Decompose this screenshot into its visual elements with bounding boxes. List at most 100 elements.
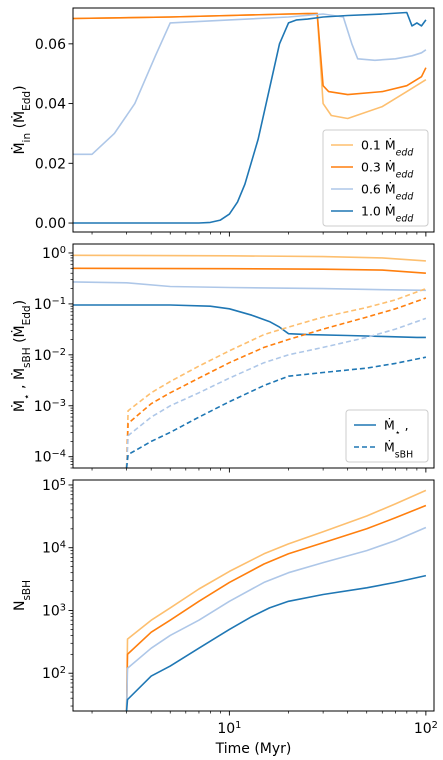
tick-exponent: 1 <box>235 720 241 731</box>
legend-text: Ṁ <box>384 440 395 455</box>
tick-base: 10 <box>414 721 432 737</box>
label-subscript: sBH <box>21 580 33 601</box>
label-subscript: sBH <box>21 347 33 368</box>
series-line <box>73 254 426 262</box>
legend: Ṁ⋆ ,ṀsBH <box>345 409 429 463</box>
legend-label: 0.6 Ṁedd <box>361 182 413 203</box>
series-line <box>73 11 427 224</box>
label-text: , <box>12 380 28 393</box>
tick-exponent: 4 <box>60 539 66 550</box>
series-line <box>73 12 427 120</box>
y-tick-label: 0.00 <box>35 216 66 232</box>
label-text: Ṁ <box>10 368 28 380</box>
label-text: Ṁ <box>10 142 28 154</box>
tick-exponent: −4 <box>52 448 66 459</box>
series-group <box>125 489 427 711</box>
x-axis-label: Time (Myr) <box>215 741 292 757</box>
x-ticks <box>91 711 427 716</box>
y-tick-label: 0.02 <box>35 156 66 172</box>
label-text: Ṁ <box>10 400 28 412</box>
series-line <box>125 297 427 468</box>
legend-text: , <box>401 418 409 433</box>
legend-label: ṀsBH <box>384 440 413 461</box>
legend-label: 0.1 Ṁedd <box>361 138 413 159</box>
tick-base: 10 <box>42 478 60 494</box>
series-line <box>125 526 427 711</box>
tick-base: 10 <box>217 721 235 737</box>
legend-text: Ṁ <box>384 418 395 433</box>
legend-box <box>322 129 429 227</box>
y-axis-label: NsBH <box>12 580 33 611</box>
legend-subscript: ⋆ <box>395 427 401 438</box>
y-ticks: 0.00 0.02 0.04 0.06 <box>35 37 73 232</box>
label-text: ) <box>12 300 28 305</box>
tick-base: 10 <box>42 666 60 682</box>
legend-text: 1.0 <box>361 204 385 219</box>
y-tick-label: 0.06 <box>35 37 66 53</box>
label-text: (Ṁ <box>10 325 28 347</box>
y-axis-label: Ṁ⋆ , ṀsBH (ṀEdd) <box>10 300 33 412</box>
axes-frame <box>72 479 435 712</box>
label-subscript: in <box>21 133 33 143</box>
series-line <box>125 356 427 468</box>
legend-text: Ṁ <box>385 160 396 175</box>
series-line <box>125 317 427 468</box>
label-text: N <box>12 601 28 611</box>
x-ticks <box>91 232 427 237</box>
x-tick-label: 102 <box>414 720 438 738</box>
x-tick-label: 101 <box>217 720 241 738</box>
series-line <box>73 13 427 156</box>
legend-subscript: edd <box>396 169 414 180</box>
legend-label: 1.0 Ṁedd <box>361 204 413 225</box>
tick-base: 10 <box>34 297 52 313</box>
tick-base: 10 <box>42 246 60 262</box>
series-line <box>73 304 426 339</box>
tick-base: 10 <box>34 450 52 466</box>
legend-label: Ṁ⋆ , <box>384 418 409 439</box>
tick-exponent: 3 <box>60 602 66 613</box>
series-group <box>73 254 427 468</box>
series-line <box>73 281 426 292</box>
y-tick-label: 102 <box>42 665 66 683</box>
tick-base: 10 <box>34 399 52 415</box>
axes-frame <box>72 7 435 233</box>
legend-subscript: edd <box>396 191 414 202</box>
tick-exponent: 2 <box>432 720 438 731</box>
legend-subscript: edd <box>396 147 414 158</box>
legend-text: 0.3 <box>361 160 385 175</box>
tick-base: 10 <box>34 348 52 364</box>
tick-exponent: −1 <box>52 295 66 306</box>
label-subscript: Edd <box>21 91 33 111</box>
tick-exponent: 5 <box>60 476 66 487</box>
series-line <box>125 574 427 711</box>
tick-base: 10 <box>42 541 60 557</box>
y-tick-label: 100 <box>42 244 66 262</box>
label-subscript: ⋆ <box>21 393 33 400</box>
y-tick-label: 10−3 <box>34 397 66 415</box>
legend-subscript: edd <box>396 213 414 224</box>
tick-exponent: 0 <box>60 244 66 255</box>
y-tick-label: 104 <box>42 539 66 557</box>
tick-base: 10 <box>42 603 60 619</box>
series-line <box>73 267 426 274</box>
x-ticks <box>91 468 427 473</box>
legend-text: 0.6 <box>361 182 385 197</box>
legend-label: 0.3 Ṁedd <box>361 160 413 181</box>
legend-box <box>345 409 429 463</box>
series-line <box>125 287 427 468</box>
label-text: ) <box>12 85 28 90</box>
label-text: (Ṁ <box>10 111 28 133</box>
axes-frame <box>72 243 435 469</box>
tick-exponent: 2 <box>60 665 66 676</box>
y-tick-label: 10−4 <box>34 448 66 466</box>
y-axis-label: Ṁin (ṀEdd) <box>10 85 33 154</box>
series-group <box>73 11 427 224</box>
y-tick-label: 105 <box>42 476 66 494</box>
series-line <box>73 12 427 96</box>
